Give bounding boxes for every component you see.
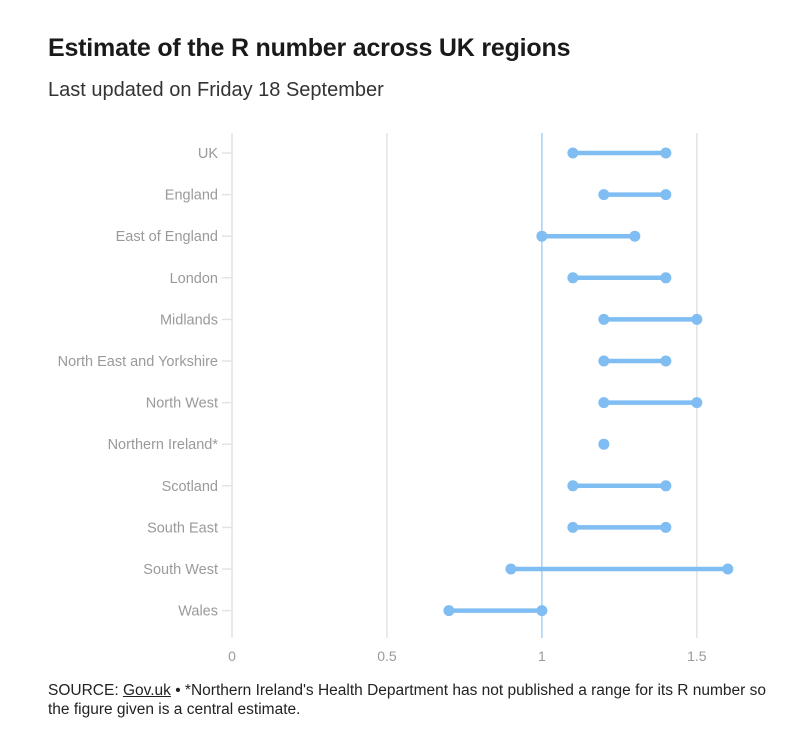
chart-title: Estimate of the R number across UK regio… bbox=[48, 34, 571, 62]
x-tick-label: 1.5 bbox=[687, 648, 707, 664]
r-number-chart: 0 0.5 1 1.5 UK England East of England London Mi… bbox=[58, 133, 734, 664]
upper-estimate-dot bbox=[536, 605, 548, 617]
x-tick-label: 0 bbox=[228, 648, 236, 664]
lower-estimate-dot bbox=[505, 563, 517, 575]
x-tick-label: 0.5 bbox=[377, 648, 397, 664]
y-category-label: South West bbox=[143, 562, 218, 578]
upper-estimate-dot bbox=[660, 521, 672, 533]
y-category-label: UK bbox=[198, 146, 218, 162]
upper-estimate-dot bbox=[660, 355, 672, 367]
lower-estimate-dot bbox=[567, 272, 579, 284]
lower-estimate-dot bbox=[443, 605, 455, 617]
y-category-label: London bbox=[170, 271, 218, 287]
y-category-label: Midlands bbox=[160, 312, 218, 328]
lower-estimate-dot bbox=[598, 397, 610, 409]
footnote-text: • *Northern Ireland's Health Department … bbox=[48, 682, 767, 718]
lower-estimate-dot bbox=[536, 230, 548, 242]
lower-estimate-dot bbox=[598, 313, 610, 325]
y-category-label: East of England bbox=[116, 229, 218, 245]
upper-estimate-dot bbox=[660, 272, 672, 284]
lower-estimate-dot bbox=[598, 355, 610, 367]
upper-estimate-dot bbox=[691, 313, 703, 325]
source-prefix: SOURCE: bbox=[48, 682, 123, 699]
upper-estimate-dot bbox=[660, 189, 672, 201]
source-footer: SOURCE: Gov.uk • *Northern Ireland's Hea… bbox=[48, 681, 778, 719]
y-category-label: England bbox=[165, 188, 218, 204]
y-category-label: Wales bbox=[178, 604, 218, 620]
y-category-label: North East and Yorkshire bbox=[58, 354, 218, 370]
y-category-label: North West bbox=[146, 396, 218, 412]
chart-subtitle: Last updated on Friday 18 September bbox=[48, 79, 384, 101]
upper-estimate-dot bbox=[660, 480, 672, 492]
lower-estimate-dot bbox=[567, 147, 579, 159]
lower-estimate-dot bbox=[598, 189, 610, 201]
lower-estimate-dot bbox=[567, 521, 579, 533]
lower-estimate-dot bbox=[598, 438, 610, 450]
upper-estimate-dot bbox=[691, 397, 703, 409]
upper-estimate-dot bbox=[660, 147, 672, 159]
y-category-label: South East bbox=[147, 520, 218, 536]
x-tick-label: 1 bbox=[538, 648, 546, 664]
y-category-label: Scotland bbox=[162, 479, 218, 495]
y-category-label: Northern Ireland* bbox=[108, 437, 219, 453]
lower-estimate-dot bbox=[567, 480, 579, 492]
upper-estimate-dot bbox=[722, 563, 734, 575]
source-link[interactable]: Gov.uk bbox=[122, 682, 171, 699]
upper-estimate-dot bbox=[629, 230, 641, 242]
